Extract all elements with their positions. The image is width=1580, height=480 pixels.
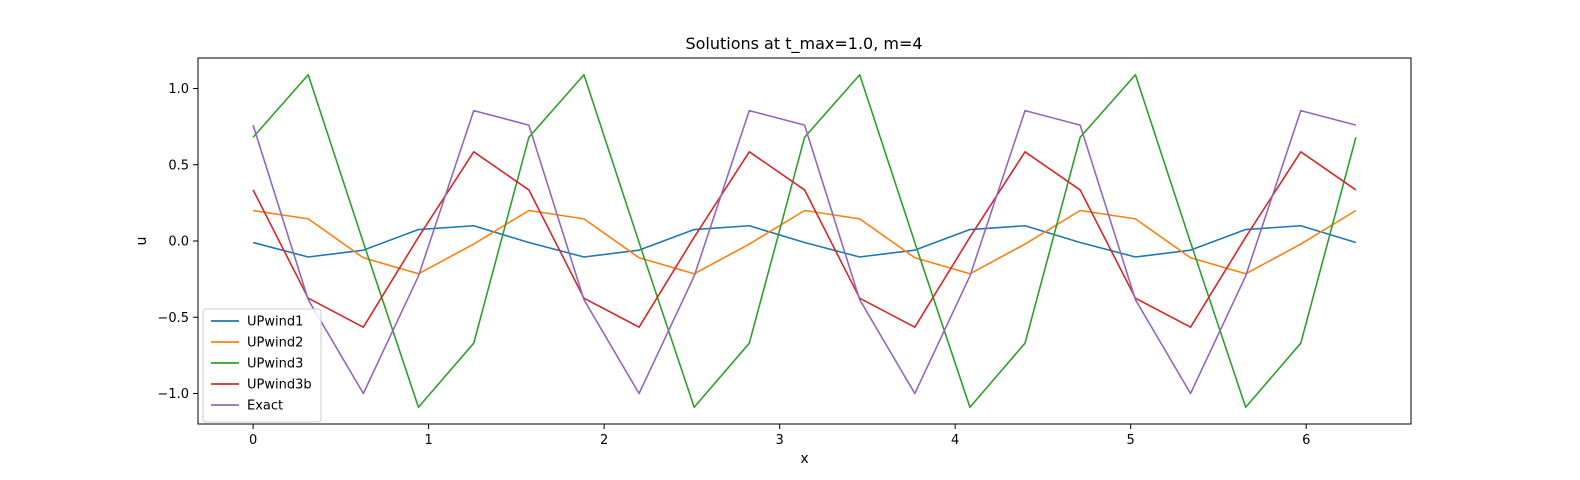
legend-label-upwind1: UPwind1 [247,315,303,330]
legend-label-upwind2: UPwind2 [247,336,303,351]
chart-title: Solutions at t_max=1.0, m=4 [685,34,922,54]
legend: UPwind1 UPwind2 UPwind3 UPwind3b Exact [202,308,322,423]
legend-label-upwind3: UPwind3 [247,357,303,372]
x-tick-label: 1 [424,433,432,448]
y-tick-label: −1.0 [157,387,189,402]
legend-box [202,308,322,423]
series-layer [252,73,1357,409]
series-line-upwind2 [252,209,1357,275]
y-tick-label: 0.0 [168,235,189,250]
y-axis-title: u [134,237,150,246]
legend-label-upwind3b: UPwind3b [247,378,312,393]
series-line-upwind3b [252,150,1357,328]
x-tick-label: 3 [776,433,784,448]
series-line-upwind3 [252,73,1357,409]
x-tick-label: 0 [249,433,257,448]
y-tick-label: 0.5 [168,158,189,173]
y-tick-label: −0.5 [157,311,189,326]
x-tick-label: 6 [1302,433,1310,448]
x-axis: 0 1 2 3 4 5 6 [249,424,1310,448]
x-axis-title: x [800,451,808,467]
y-axis: −1.0 −0.5 0.0 0.5 1.0 [157,82,198,402]
x-tick-label: 5 [1127,433,1135,448]
y-tick-label: 1.0 [168,82,189,97]
legend-label-exact: Exact [247,399,283,414]
x-tick-label: 2 [600,433,608,448]
series-line-exact [252,109,1357,395]
x-tick-label: 4 [951,433,959,448]
series-line-upwind1 [252,224,1357,258]
